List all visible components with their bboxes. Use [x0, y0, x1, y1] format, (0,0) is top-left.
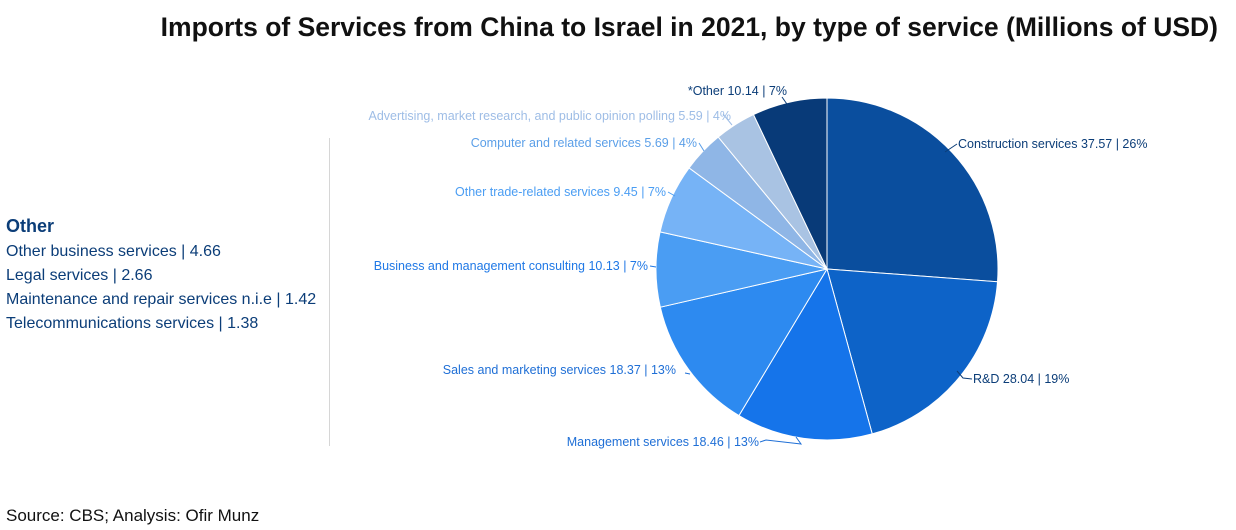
pie-slice — [659, 268, 829, 417]
slice-label-connector — [759, 436, 803, 445]
slice-label-connector — [781, 96, 790, 108]
slice-data-label: Computer and related services 5.69 | 4% — [471, 136, 697, 150]
slice-label-connector — [722, 113, 733, 126]
other-list: Other business services | 4.66 Legal ser… — [6, 240, 326, 336]
pie-slice — [826, 97, 999, 283]
slice-label-connector — [649, 265, 657, 268]
other-list-item: Legal services | 2.66 — [6, 267, 153, 284]
slice-label-connector — [667, 191, 676, 197]
slice-label-connector — [698, 142, 705, 152]
slice-data-label: Other trade-related services 9.45 | 7% — [455, 185, 666, 199]
slice-data-label: Advertising, market research, and public… — [369, 109, 731, 123]
other-breakdown-panel: Other Other business services | 4.66 Leg… — [6, 216, 326, 336]
other-list-item: Maintenance and repair services n.i.e | … — [6, 291, 317, 308]
slice-label-connector — [956, 370, 973, 380]
slice-data-label: Sales and marketing services 18.37 | 13% — [443, 363, 676, 377]
slice-data-label: *Other 10.14 | 7% — [688, 84, 787, 98]
slice-label-connector — [944, 143, 958, 153]
pie-slice — [826, 268, 999, 435]
slice-data-label: Business and management consulting 10.13… — [374, 259, 648, 273]
other-list-item: Other business services | 4.66 — [6, 243, 221, 260]
pie-slice — [738, 267, 873, 441]
slice-data-label: Management services 18.46 | 13% — [567, 435, 759, 449]
slice-data-label: Construction services 37.57 | 26% — [958, 137, 1147, 151]
pie-slice — [752, 97, 828, 270]
panel-divider — [329, 138, 330, 446]
chart-title: Imports of Services from China to Israel… — [160, 12, 1218, 42]
other-list-item: Telecommunications services | 1.38 — [6, 315, 259, 332]
slice-data-label: R&D 28.04 | 19% — [973, 372, 1069, 386]
other-heading: Other — [6, 216, 55, 236]
source-note: Source: CBS; Analysis: Ofir Munz — [6, 506, 260, 525]
slice-label-connector — [684, 372, 691, 375]
